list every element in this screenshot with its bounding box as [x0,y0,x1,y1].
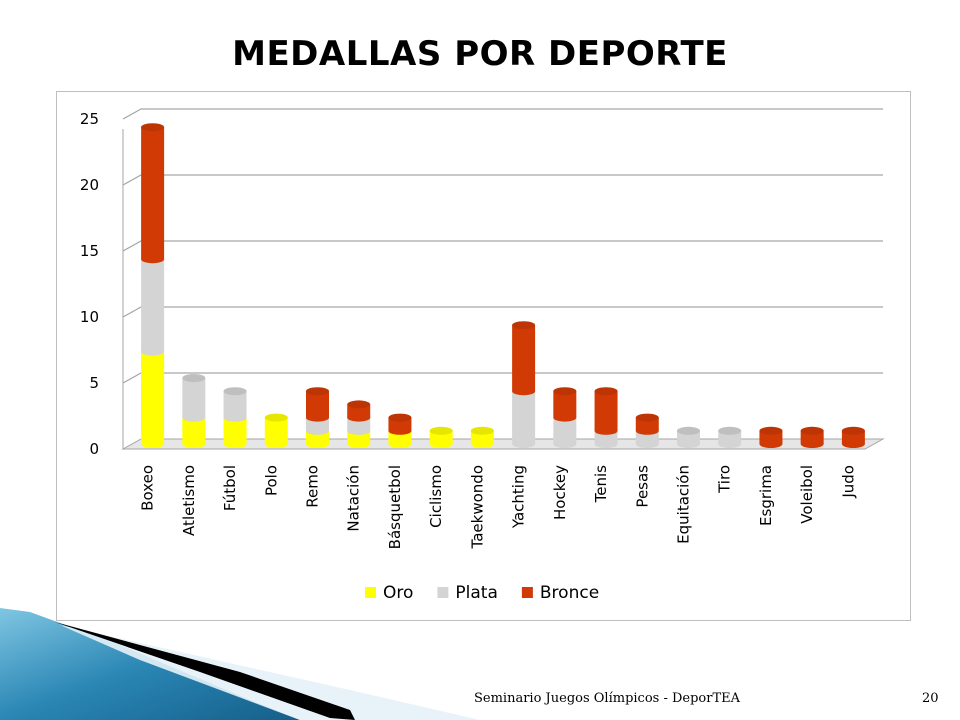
legend-item-oro: Oro [365,583,413,603]
bar-bronce-15 [759,426,783,448]
x-axis-labels: Boxeo Atletismo Fútbol Polo Remo Natación Básq… [139,465,858,550]
x-tick-label-13: Equitación [675,465,693,544]
medals-chart: 0 5 10 15 20 25 Boxeo Atletismo Fútbol Polo Remo N… [80,108,885,603]
bar-plata-2 [223,387,247,422]
bar-oro-0 [141,347,165,448]
bar-stack-13 [677,426,700,448]
bar-bronce-6 [388,413,412,435]
bar-bronce-9 [512,321,536,396]
x-tick-label-10: Hockey [551,465,569,520]
legend-swatch [437,587,449,598]
gridline-10 [122,306,883,318]
blue-corner-shape [0,608,300,720]
legend-label: Plata [455,583,497,603]
legend-label: Oro [383,583,413,603]
gridline-20 [122,174,883,186]
x-tick-label-11: Tenis [592,465,610,504]
bar-stack-5 [347,400,371,448]
bar-bronce-16 [800,426,824,448]
bar-stack-12 [635,413,659,448]
bar-bronce-11 [594,387,618,435]
x-tick-label-5: Natación [345,465,363,532]
x-tick-label-8: Taekwondo [468,465,486,549]
y-tick-label-0: 0 [89,440,99,458]
y-tick-label-25: 25 [80,110,99,128]
bars [141,123,865,448]
bar-stack-8 [470,426,494,448]
bar-plata-0 [141,255,165,356]
bar-stack-2 [223,387,247,448]
light-swoosh [60,625,480,720]
page-number: 20 [922,691,939,706]
bar-bronce-0 [141,123,165,264]
bar-stack-15 [759,426,783,448]
x-tick-label-9: Yachting [510,465,528,529]
y-tick-label-15: 15 [80,242,99,260]
bar-bronce-12 [635,413,659,435]
x-tick-label-17: Judo [839,465,857,499]
legend-swatch [365,587,376,598]
bar-stack-6 [388,413,412,448]
x-tick-label-16: Voleibol [798,465,816,524]
bar-plata-1 [182,374,206,422]
x-tick-label-2: Fútbol [221,465,239,511]
legend-swatch [521,587,533,598]
x-tick-label-12: Pesas [633,465,651,508]
x-tick-label-3: Polo [262,465,280,496]
bar-oro-7 [429,426,453,448]
legend-item-bronce: Bronce [521,583,599,603]
x-tick-label-14: Tiro [716,465,734,494]
bar-oro-3 [264,413,288,448]
legend-item-plata: Plata [437,583,498,603]
bar-stack-14 [718,426,742,448]
bar-stack-0 [141,123,165,448]
x-tick-label-6: Básquetbol [386,465,404,549]
bar-stack-1 [182,374,206,448]
x-tick-label-0: Boxeo [139,465,157,511]
y-tick-label-10: 10 [80,308,99,326]
bar-bronce-4 [306,387,329,422]
black-swoosh [55,622,355,720]
x-tick-label-4: Remo [304,465,322,508]
x-tick-label-1: Atletismo [180,465,198,536]
y-tick-label-20: 20 [80,176,99,194]
bar-stack-3 [264,413,288,448]
legend: Oro Plata Bronce [365,583,599,603]
footer-text: Seminario Juegos Olímpicos - DeporTEA [474,691,741,706]
gridline-15 [122,240,883,252]
bar-stack-10 [553,387,577,448]
bar-plata-13 [677,426,700,448]
gridline-25 [122,108,883,120]
bar-stack-7 [429,426,453,448]
bar-oro-8 [470,426,494,448]
bar-plata-14 [718,426,742,448]
x-tick-label-7: Ciclismo [427,465,445,528]
bar-stack-9 [512,321,536,448]
bar-stack-17 [841,426,865,448]
legend-label: Bronce [540,583,599,603]
bar-bronce-5 [347,400,371,422]
y-axis: 0 5 10 15 20 25 [80,110,99,458]
bar-bronce-17 [841,426,865,448]
gridline-5 [122,372,883,384]
bar-stack-4 [306,387,329,448]
bar-plata-9 [512,387,536,448]
x-tick-label-15: Esgrima [757,465,775,526]
bar-stack-16 [800,426,824,448]
chart-frame: 0 5 10 15 20 25 Boxeo Atletismo Fútbol Polo Remo N… [56,91,911,621]
slide-title: MEDALLAS POR DEPORTE [232,34,728,74]
y-tick-label-5: 5 [89,374,99,392]
bar-bronce-10 [553,387,577,422]
bar-stack-11 [594,387,618,448]
